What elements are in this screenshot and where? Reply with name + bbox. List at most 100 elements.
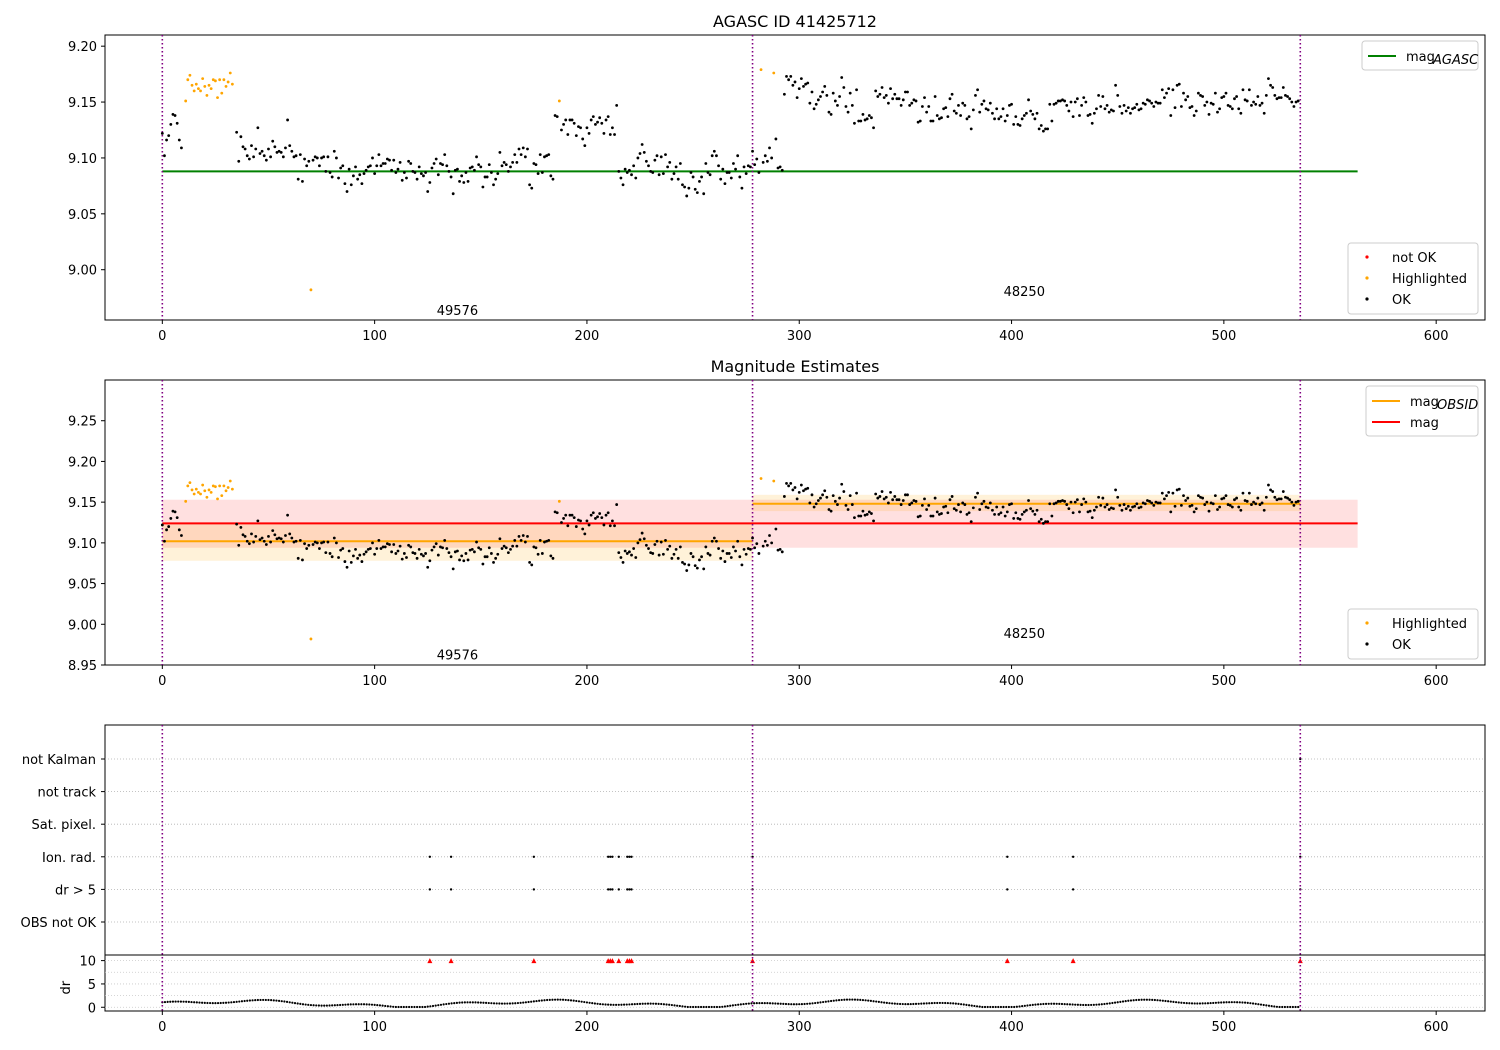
y-tick-label: 8.95 (68, 659, 97, 674)
dr-point (758, 1001, 761, 1005)
dr-point (442, 1003, 445, 1006)
ok-point (961, 101, 965, 105)
highlighted-point (203, 489, 207, 493)
ok-point (1001, 107, 1005, 111)
dr-point (1098, 1003, 1101, 1006)
dr-point (1074, 1003, 1077, 1006)
dr-point (822, 1000, 825, 1004)
x-tick-label: 100 (362, 1020, 387, 1035)
ok-point (763, 154, 767, 158)
ok-point (787, 78, 791, 82)
ok-point (991, 508, 994, 512)
dr-point (960, 1003, 963, 1006)
ok-point (1050, 514, 1054, 518)
dr-point (339, 1003, 342, 1007)
ok-point (661, 552, 665, 556)
flag-category-label: not track (37, 786, 96, 801)
ok-point (604, 513, 608, 517)
ok-point (1090, 516, 1094, 520)
dr-point (707, 1005, 711, 1009)
dr-point (484, 1001, 488, 1004)
ok-point (715, 539, 718, 543)
ok-point (165, 528, 168, 532)
ok-point (657, 553, 661, 557)
ok-point (950, 495, 954, 498)
ok-point (1213, 494, 1217, 498)
dr-clipped-marker (531, 958, 537, 964)
ok-point (1003, 119, 1007, 123)
ok-point (904, 493, 907, 497)
ok-point (657, 173, 661, 177)
ok-point (664, 153, 667, 156)
dr-point (798, 1003, 801, 1006)
ok-point (749, 547, 752, 551)
ok-point (791, 83, 795, 87)
legend-label: Highlighted (1392, 272, 1467, 287)
ok-point (812, 505, 816, 509)
ok-point (738, 555, 742, 559)
ok-point (1275, 97, 1279, 101)
ok-point (417, 547, 421, 551)
ok-point (245, 154, 249, 158)
ok-point (1196, 91, 1200, 95)
dr-point (272, 999, 275, 1002)
ok-point (381, 545, 385, 549)
dr-point (259, 998, 262, 1002)
ok-point (1146, 98, 1149, 102)
ok-point (706, 552, 710, 555)
ok-point (1078, 114, 1081, 117)
dr-point (230, 1001, 233, 1004)
dr-point (1121, 1000, 1125, 1003)
ok-point (814, 502, 818, 506)
ok-point (258, 538, 262, 541)
ok-point (1235, 95, 1238, 98)
ok-point (1033, 512, 1037, 516)
ok-point (855, 88, 858, 92)
dr-point (840, 998, 843, 1002)
dr-point (500, 1002, 504, 1005)
highlighted-point (218, 484, 222, 488)
ok-point (685, 194, 689, 198)
dr-point (506, 1002, 509, 1005)
obsid-label: 48250 (1004, 627, 1045, 642)
ok-point (1022, 510, 1026, 514)
dr-point (1029, 1004, 1032, 1007)
ok-point (577, 518, 580, 522)
dr-point (187, 1000, 190, 1004)
ok-point (704, 162, 708, 165)
dr-point (490, 1002, 493, 1005)
ok-point (689, 552, 693, 555)
dr-point (684, 1005, 687, 1008)
ok-point (485, 555, 489, 559)
ok-point (1150, 101, 1154, 105)
ok-point (1158, 501, 1162, 505)
ok-point (315, 541, 319, 545)
dr-frame (104, 954, 1486, 1012)
dr-point (681, 1005, 684, 1008)
ok-point (674, 547, 678, 551)
ok-point (426, 565, 430, 569)
ok-point (782, 92, 786, 96)
ok-point (1226, 503, 1230, 506)
ok-point (744, 172, 748, 175)
ok-point (388, 543, 391, 546)
ok-point (1222, 95, 1226, 98)
ok-point (904, 90, 907, 94)
flag-point (606, 888, 610, 891)
ok-point (916, 515, 920, 519)
dr-point (753, 1002, 756, 1005)
ok-point (1020, 117, 1024, 121)
ok-point (1080, 503, 1084, 506)
ok-point (337, 176, 340, 180)
ok-point (286, 513, 289, 517)
ok-point (1122, 104, 1126, 107)
flag-point (428, 855, 432, 858)
ok-point (880, 490, 884, 493)
dr-point (299, 1002, 302, 1005)
ok-point (413, 552, 417, 555)
x-tick-label: 0 (158, 674, 166, 689)
ok-point (1201, 95, 1205, 98)
highlighted-point (209, 490, 213, 494)
ok-point (1058, 99, 1062, 103)
ok-point (456, 549, 459, 553)
